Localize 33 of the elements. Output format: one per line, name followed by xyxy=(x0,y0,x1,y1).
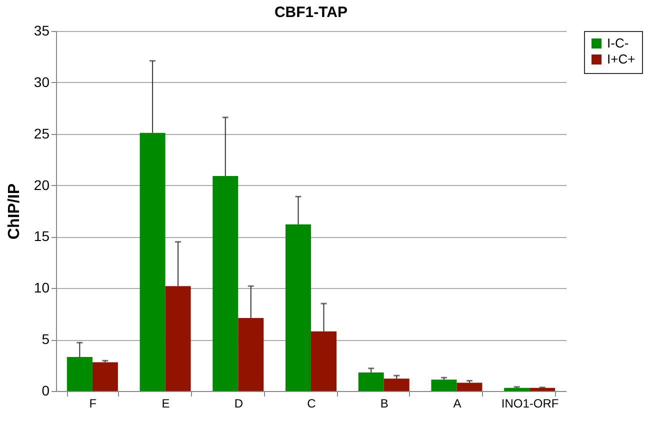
y-axis-title: ChIP/IP xyxy=(6,183,23,240)
y-tick-label: 5 xyxy=(42,331,50,348)
bar xyxy=(165,286,191,391)
legend-label: I-C- xyxy=(607,36,629,50)
bar xyxy=(384,378,410,391)
bar xyxy=(238,318,264,391)
y-tick-label: 35 xyxy=(34,22,50,38)
bar xyxy=(530,388,556,391)
y-tick-label: 30 xyxy=(34,74,50,90)
x-tick-label: F xyxy=(89,396,97,410)
y-tick-label: 20 xyxy=(34,176,50,193)
y-tick-label: 0 xyxy=(42,382,50,398)
x-tick-label: E xyxy=(162,396,170,410)
chart-title: CBF1-TAP xyxy=(274,4,348,21)
bar xyxy=(456,382,482,391)
x-tick-label: C xyxy=(307,396,316,410)
bar xyxy=(212,176,238,391)
bar xyxy=(431,380,457,391)
bar xyxy=(140,132,166,391)
legend-label: I+C+ xyxy=(607,52,636,66)
x-tick-label: D xyxy=(234,396,244,410)
x-tick-label: B xyxy=(380,396,388,410)
bar xyxy=(92,362,118,391)
bar xyxy=(311,331,336,391)
x-tick-label: A xyxy=(453,396,462,410)
y-tick-label: 15 xyxy=(34,228,50,244)
bar xyxy=(66,357,92,391)
y-tick-label: 25 xyxy=(34,125,50,142)
bar xyxy=(286,224,311,391)
bar xyxy=(358,372,384,391)
bar xyxy=(504,388,530,391)
x-tick-label: INO1-ORF xyxy=(501,396,559,410)
y-tick-label: 10 xyxy=(34,280,50,296)
